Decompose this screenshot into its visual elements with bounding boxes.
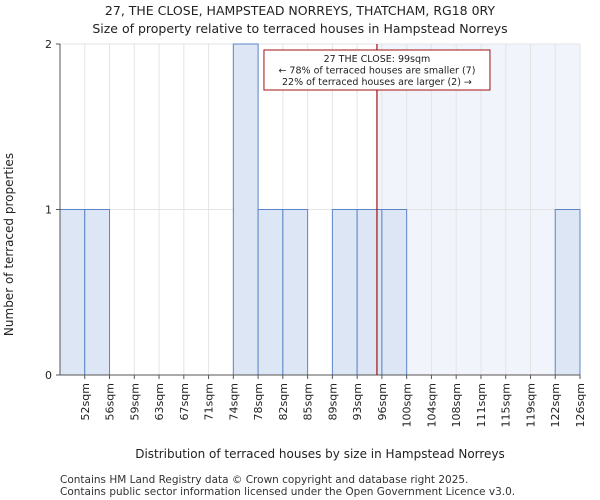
bar (84, 209, 111, 376)
annotation-line: 27 THE CLOSE: 99sqm (324, 54, 431, 65)
y-tick-label: 2 (45, 38, 52, 51)
x-tick-label: 56sqm (104, 383, 117, 420)
footer-copyright: Contains HM Land Registry data © Crown c… (60, 474, 469, 486)
x-tick-label: 74sqm (227, 383, 240, 420)
x-tick-label: 67sqm (178, 383, 191, 420)
x-tick-label: 71sqm (203, 383, 216, 420)
x-tick-label: 52sqm (79, 383, 92, 420)
x-tick-label: 122sqm (549, 383, 562, 427)
x-tick-label: 93sqm (351, 383, 364, 420)
y-axis-label: Number of terraced properties (2, 153, 16, 336)
annotation-line: 22% of terraced houses are larger (2) → (282, 77, 472, 88)
y-tick-label: 0 (45, 369, 52, 382)
x-tick-label: 89sqm (326, 383, 339, 420)
bar (232, 43, 259, 376)
x-tick-label: 59sqm (128, 383, 141, 420)
chart-title: 27, THE CLOSE, HAMPSTEAD NORREYS, THATCH… (104, 3, 496, 18)
x-tick-label: 100sqm (401, 383, 414, 427)
x-tick-label: 126sqm (574, 383, 587, 427)
x-tick-label: 111sqm (475, 383, 488, 427)
bar (356, 209, 383, 376)
chart-area: 0 1 2 52sqm 56sqm 59sqm 63sqm 67sqm 71sqm 74sqm 78… (2, 38, 587, 461)
annotation-box (263, 49, 491, 91)
x-tick-label: 115sqm (500, 383, 513, 427)
bar (257, 209, 284, 376)
x-tick-label: 108sqm (450, 383, 463, 427)
x-tick-label: 104sqm (425, 383, 438, 427)
bar (554, 209, 581, 376)
x-tick-label: 78sqm (252, 383, 265, 420)
bar (331, 209, 358, 376)
x-axis-label: Distribution of terraced houses by size … (135, 447, 505, 461)
annotation-line: ← 78% of terraced houses are smaller (7) (278, 66, 475, 77)
footer-licence: Contains public sector information licen… (60, 486, 516, 498)
bar (381, 209, 408, 376)
x-tick-label: 63sqm (153, 383, 166, 420)
x-tick-label: 85sqm (302, 383, 315, 420)
x-tick-label: 96sqm (376, 383, 389, 420)
y-tick-label: 1 (45, 204, 52, 217)
chart-subtitle: Size of property relative to terraced ho… (92, 21, 508, 36)
x-tick-label: 119sqm (524, 383, 537, 427)
x-tick-label: 82sqm (277, 383, 290, 420)
bar (282, 209, 309, 376)
bar (59, 209, 86, 376)
